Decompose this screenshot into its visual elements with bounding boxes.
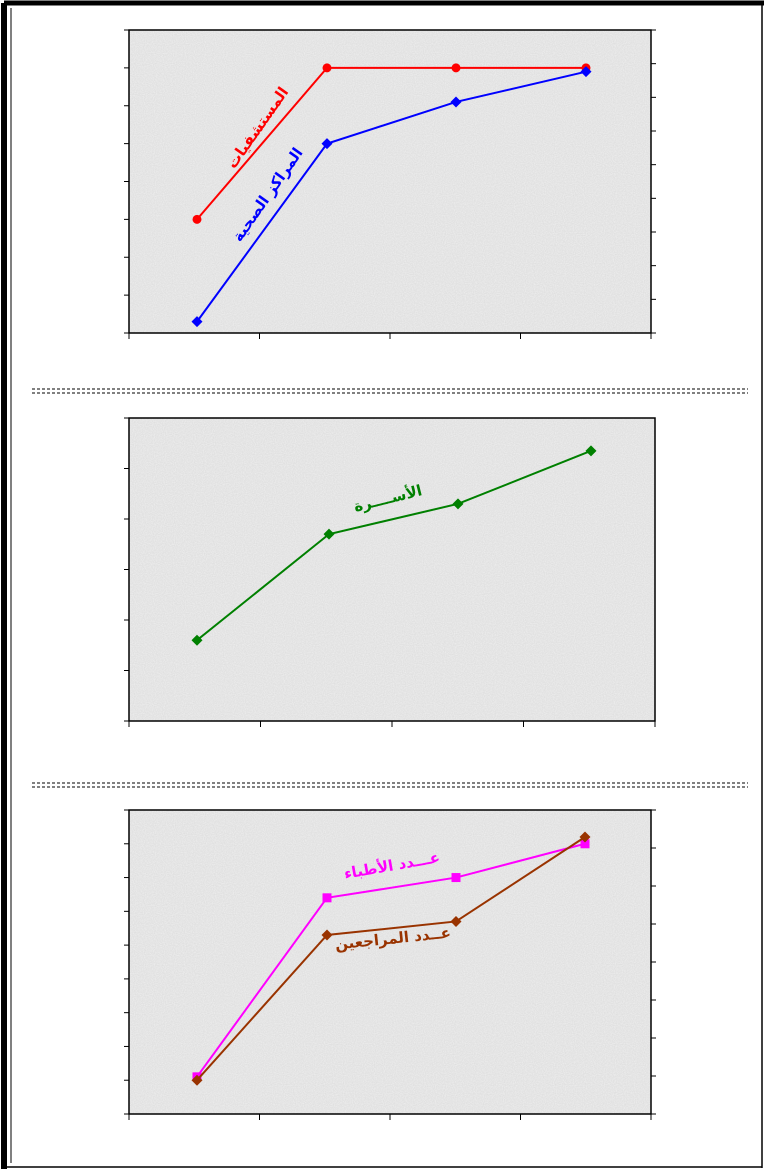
data-point [452,498,464,510]
data-point [192,214,202,224]
series-line [196,70,587,323]
chart-beds: الأســــرة [124,417,656,727]
series-line [196,836,586,1081]
data-point [451,873,461,883]
data-point [322,893,332,903]
data-point [321,138,333,150]
plot-texture [129,810,651,1114]
data-point [579,831,591,843]
data-point [323,528,335,540]
data-point [191,1074,203,1086]
data-point [191,316,203,328]
data-point [580,839,590,849]
series-line [196,842,586,1078]
plot-texture [129,418,655,721]
data-point [450,96,462,108]
plot-texture [129,30,651,333]
data-point [450,915,462,927]
series-line [196,66,586,221]
data-point [585,445,597,457]
separator-1 [32,388,748,394]
data-point [322,63,332,73]
data-point [191,634,203,646]
data-point [580,66,592,78]
data-point [451,63,461,73]
separator-2 [32,782,748,788]
series-line [196,449,592,641]
data-point [321,929,333,941]
